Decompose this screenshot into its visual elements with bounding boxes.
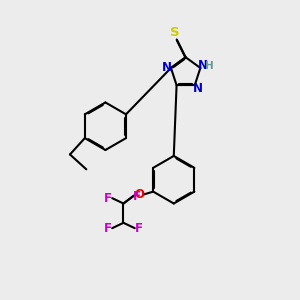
Text: F: F — [135, 222, 143, 235]
Text: F: F — [133, 190, 141, 202]
Text: N: N — [162, 61, 172, 74]
Text: O: O — [135, 188, 145, 201]
Text: S: S — [170, 26, 180, 39]
Text: F: F — [104, 222, 112, 235]
Text: F: F — [104, 192, 112, 205]
Text: N: N — [198, 59, 208, 72]
Text: N: N — [193, 82, 203, 95]
Text: H: H — [205, 61, 214, 70]
